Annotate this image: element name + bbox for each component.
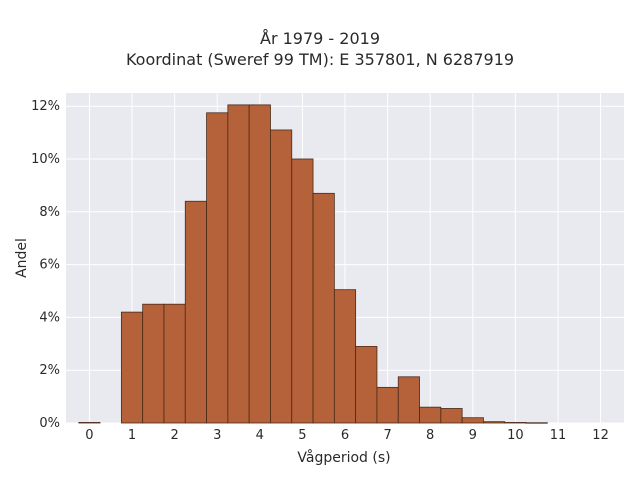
histogram-bar bbox=[504, 422, 527, 424]
x-tick-label: 5 bbox=[298, 428, 306, 443]
y-tick-label: 2% bbox=[39, 363, 60, 378]
y-tick-label: 4% bbox=[39, 310, 60, 325]
x-tick-label: 3 bbox=[213, 428, 221, 443]
x-tick-label: 6 bbox=[341, 428, 349, 443]
histogram-bar bbox=[142, 303, 165, 424]
histogram-bar bbox=[184, 200, 207, 424]
y-tick-label: 10% bbox=[31, 152, 60, 167]
y-tick-label: 6% bbox=[39, 258, 60, 273]
x-tick-label: 10 bbox=[507, 428, 524, 443]
x-tick-label: 4 bbox=[256, 428, 264, 443]
chart-title: År 1979 - 2019 bbox=[260, 29, 380, 48]
y-tick-label: 8% bbox=[39, 205, 60, 220]
histogram-bar bbox=[163, 303, 186, 424]
x-tick-label: 0 bbox=[85, 428, 93, 443]
histogram-bar bbox=[227, 104, 250, 424]
histogram-bar bbox=[525, 422, 548, 424]
x-tick-label: 9 bbox=[469, 428, 477, 443]
chart-subtitle: Koordinat (Sweref 99 TM): E 357801, N 62… bbox=[125, 50, 515, 69]
histogram-bar bbox=[397, 376, 420, 424]
histogram-bar bbox=[376, 386, 399, 424]
histogram-bar bbox=[355, 346, 378, 424]
histogram-bar bbox=[120, 311, 144, 424]
x-tick-label: 12 bbox=[592, 428, 609, 443]
histogram-bar bbox=[483, 421, 506, 424]
histogram-bar bbox=[419, 406, 442, 424]
x-tick-label: 1 bbox=[128, 428, 136, 443]
histogram-bar bbox=[312, 192, 335, 424]
y-tick-label: 0% bbox=[39, 416, 60, 431]
x-axis-label: Vågperiod (s) bbox=[297, 449, 390, 466]
histogram-bar bbox=[78, 422, 101, 424]
histogram-bar bbox=[248, 104, 271, 424]
x-tick-label: 7 bbox=[383, 428, 391, 443]
y-axis-label: Andel bbox=[14, 238, 30, 278]
histogram-bar bbox=[206, 112, 229, 424]
histogram-bar bbox=[291, 158, 314, 424]
histogram-bar bbox=[333, 289, 357, 424]
histogram-bar bbox=[461, 417, 484, 424]
histogram-bar bbox=[440, 408, 463, 424]
histogram-bar bbox=[270, 129, 293, 424]
x-tick-label: 2 bbox=[170, 428, 178, 443]
y-tick-label: 12% bbox=[31, 99, 60, 114]
x-tick-label: 8 bbox=[426, 428, 434, 443]
x-tick-label: 11 bbox=[550, 428, 567, 443]
